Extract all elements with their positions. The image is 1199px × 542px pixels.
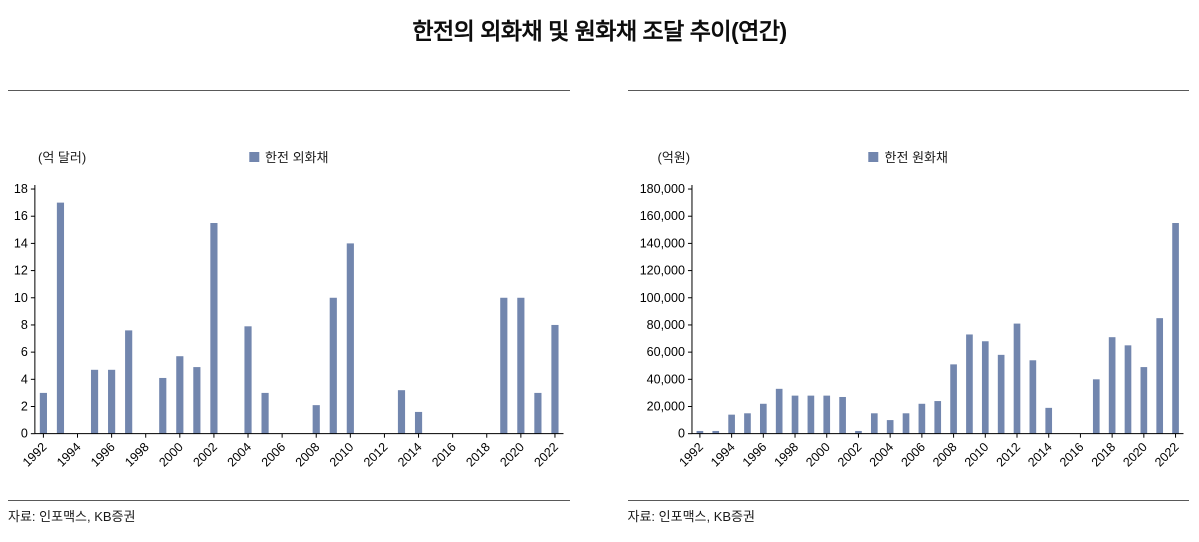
svg-text:2018: 2018 bbox=[1088, 440, 1118, 470]
svg-text:2022: 2022 bbox=[531, 440, 561, 470]
svg-text:40,000: 40,000 bbox=[646, 372, 684, 386]
divider-bottom bbox=[8, 499, 570, 501]
chart-header: (억 달러) 한전 외화채 bbox=[8, 147, 570, 165]
svg-text:2004: 2004 bbox=[225, 440, 255, 470]
won-bond-panel: (억원) 한전 원화채 0 20,000 40,000 60,000 80,000 100… bbox=[627, 90, 1190, 525]
svg-text:1996: 1996 bbox=[739, 440, 769, 470]
svg-text:16: 16 bbox=[14, 209, 28, 223]
svg-text:4: 4 bbox=[21, 372, 28, 386]
svg-text:160,000: 160,000 bbox=[639, 209, 684, 223]
legend-label: 한전 원화채 bbox=[884, 150, 948, 165]
svg-text:120,000: 120,000 bbox=[639, 264, 684, 278]
svg-text:2016: 2016 bbox=[429, 440, 459, 470]
svg-text:2014: 2014 bbox=[395, 440, 425, 470]
svg-text:2008: 2008 bbox=[930, 440, 960, 470]
svg-text:14: 14 bbox=[14, 236, 28, 250]
legend-swatch-icon bbox=[249, 151, 260, 162]
won-bond-bar-chart: 0 20,000 40,000 60,000 80,000 100,000 120,000 1… bbox=[639, 182, 1183, 470]
svg-text:0: 0 bbox=[21, 427, 28, 441]
svg-text:2012: 2012 bbox=[993, 440, 1023, 470]
divider-top bbox=[8, 90, 570, 91]
svg-text:2000: 2000 bbox=[156, 440, 186, 470]
svg-text:0: 0 bbox=[677, 427, 684, 441]
chart-panels: (억 달러) 한전 외화채 0 2 4 6 8 10 12 14 16 18 1992 1994 199… bbox=[0, 90, 1199, 525]
y-axis-unit-label: (억 달러) bbox=[38, 150, 87, 165]
svg-text:140,000: 140,000 bbox=[639, 236, 684, 250]
legend-label: 한전 외화채 bbox=[265, 150, 329, 165]
svg-text:2: 2 bbox=[21, 400, 28, 414]
svg-text:2000: 2000 bbox=[803, 440, 833, 470]
chart-header: (억원) 한전 원화채 bbox=[628, 147, 1190, 165]
svg-text:2018: 2018 bbox=[463, 440, 493, 470]
legend-swatch-icon bbox=[868, 151, 879, 162]
svg-text:12: 12 bbox=[14, 264, 28, 278]
page-title: 한전의 외화채 및 원화채 조달 추이(연간) bbox=[412, 18, 787, 44]
svg-text:2008: 2008 bbox=[293, 440, 323, 470]
legend: 한전 외화채 bbox=[249, 147, 328, 166]
svg-text:2010: 2010 bbox=[327, 440, 357, 470]
svg-text:80,000: 80,000 bbox=[646, 318, 684, 332]
svg-text:2006: 2006 bbox=[898, 440, 928, 470]
svg-text:20,000: 20,000 bbox=[646, 400, 684, 414]
legend: 한전 원화채 bbox=[868, 147, 948, 166]
svg-text:2002: 2002 bbox=[834, 440, 864, 470]
foreign-bond-panel: (억 달러) 한전 외화채 0 2 4 6 8 10 12 14 16 18 1992 1994 199… bbox=[8, 90, 570, 525]
svg-text:2012: 2012 bbox=[361, 440, 391, 470]
svg-text:2002: 2002 bbox=[190, 440, 220, 470]
svg-text:1992: 1992 bbox=[676, 440, 706, 470]
svg-text:2006: 2006 bbox=[259, 440, 289, 470]
source-note: 자료: 인포맥스, KB증권 bbox=[8, 508, 136, 524]
divider-bottom bbox=[627, 499, 1189, 501]
source-note: 자료: 인포맥스, KB증권 bbox=[627, 508, 755, 524]
svg-text:1998: 1998 bbox=[771, 440, 801, 470]
svg-text:8: 8 bbox=[21, 318, 28, 332]
svg-text:10: 10 bbox=[14, 291, 28, 305]
svg-text:18: 18 bbox=[14, 182, 28, 196]
svg-text:2020: 2020 bbox=[497, 440, 527, 470]
svg-text:6: 6 bbox=[21, 345, 28, 359]
svg-text:2004: 2004 bbox=[866, 440, 896, 470]
divider-top bbox=[627, 90, 1189, 91]
svg-text:2010: 2010 bbox=[961, 440, 991, 470]
svg-text:2016: 2016 bbox=[1056, 440, 1086, 470]
svg-text:180,000: 180,000 bbox=[639, 182, 684, 196]
svg-text:100,000: 100,000 bbox=[639, 291, 684, 305]
svg-text:1996: 1996 bbox=[88, 440, 118, 470]
svg-text:1992: 1992 bbox=[20, 440, 50, 470]
svg-text:2014: 2014 bbox=[1025, 440, 1055, 470]
svg-text:2020: 2020 bbox=[1120, 440, 1150, 470]
y-axis-unit-label: (억원) bbox=[657, 150, 691, 165]
svg-text:1998: 1998 bbox=[122, 440, 152, 470]
svg-text:60,000: 60,000 bbox=[646, 345, 684, 359]
svg-text:2022: 2022 bbox=[1152, 440, 1182, 470]
svg-text:1994: 1994 bbox=[708, 440, 738, 470]
svg-text:1994: 1994 bbox=[54, 440, 84, 470]
